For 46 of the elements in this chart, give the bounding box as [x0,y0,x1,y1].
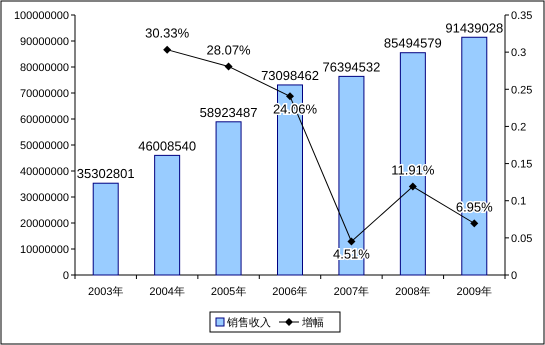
y2-tick-label: 0.35 [511,10,532,22]
x-tick-label: 2004年 [149,286,185,298]
y-tick-label: 30000000 [20,192,69,204]
legend-label: 销售收入 [226,316,271,329]
y2-tick-label: 0.15 [511,158,532,171]
x-tick-label: 2003年 [88,286,124,298]
y2-tick-label: 0.25 [511,84,532,96]
data-label: 76394532 [322,59,380,74]
y-tick-label: 80000000 [20,62,69,74]
x-tick-label: 2007年 [334,286,370,298]
point [408,182,417,191]
x-tick-label: 2005年 [210,286,246,298]
data-label: 73098462 [261,68,319,83]
data-label: 46008540 [138,138,196,154]
y2-tick-label: 0 [511,270,518,282]
y2-tick-label: 0.1 [511,196,526,208]
y2-tick-label: 0.05 [511,232,532,245]
x-tick-label: 2009年 [456,286,492,298]
y-tick-label: 0 [62,270,69,282]
y-tick-label: 50000000 [20,140,69,152]
legend-label: 增幅 [301,317,324,329]
y2-tick-label: 0.2 [511,121,526,134]
data-label: 85494579 [384,36,442,51]
bar [92,182,119,276]
data-label: 91439028 [445,20,504,36]
y-tick-label: 40000000 [20,166,69,178]
x-tick-label: 2006年 [272,286,308,298]
point [163,46,172,54]
bar [216,121,242,276]
y-tick-label: 90000000 [20,36,69,48]
data-label: 35302801 [76,166,135,182]
bar [154,154,180,276]
y-tick-label: 20000000 [20,218,69,230]
y-tick-label: 10000000 [20,244,69,256]
point [470,219,478,228]
y-tick-label: 60000000 [20,114,69,126]
y-tick-label: 70000000 [20,88,69,100]
point [347,237,356,246]
point [224,62,233,70]
data-label: 58923487 [200,104,258,120]
y2-tick-label: 0.3 [511,47,526,60]
data-label: 30.33% [145,26,190,41]
y-tick-label: 100000000 [14,10,69,22]
x-tick-label: 2008年 [395,286,431,298]
point [286,92,294,100]
data-label: 28.07% [206,42,252,58]
